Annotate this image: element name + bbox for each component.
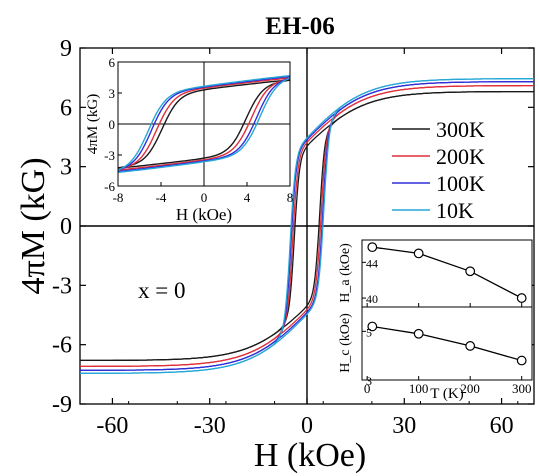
legend-label-300K: 300K (436, 117, 485, 142)
ha-point (413, 248, 424, 259)
ha-point (465, 266, 476, 277)
temp-x-tick-label: 100 (409, 381, 429, 396)
inset-temperature-plot: 0 100 200 300 40 44 3 5 T (K) H_a (kOe) H_c (kO… (338, 239, 533, 402)
inset-loop-ticks: -8 -4 0 4 8 -6 -3 0 3 6 (104, 55, 293, 205)
composition-annotation: x = 0 (138, 278, 185, 303)
main-x-tick-label: 0 (301, 413, 313, 439)
inset-curve-10K-ascending (117, 77, 291, 174)
inset-loop-curves (117, 62, 291, 186)
main-curve-100K-ascending (80, 81, 534, 371)
main-y-tick-label: 9 (60, 36, 72, 62)
inset-temp-x-label: T (K) (430, 386, 463, 402)
inset-curve-200K-descending (117, 77, 291, 170)
main-x-tick-label: -30 (194, 413, 226, 439)
inset-y-tick-label: 6 (109, 55, 116, 70)
main-y-tick-label: -9 (52, 392, 72, 418)
inset-x-tick-label: -8 (113, 190, 124, 205)
main-x-tick-label: 60 (490, 413, 514, 439)
inset-curve-200K-ascending (117, 78, 291, 171)
ha-point (367, 242, 378, 253)
inset-y-tick-label: 0 (109, 117, 116, 132)
ha-y-label: H_a (kOe) (338, 243, 353, 303)
inset-temp-bg (362, 240, 532, 380)
main-y-tick-label: 0 (60, 214, 72, 240)
main-curve-200K-ascending (80, 84, 534, 368)
main-y-tick-label: -3 (52, 273, 72, 299)
hc-point (465, 341, 476, 351)
temp-x-tick-label: 200 (460, 381, 480, 396)
main-curve-300K-ascending (80, 90, 534, 362)
inset-x-tick-label: -4 (156, 190, 167, 205)
inset-temp-ticks: 0 100 200 300 40 44 3 5 (362, 256, 531, 396)
inset-y-tick-label: -3 (104, 148, 115, 163)
hc-y-tick-label: 5 (366, 325, 372, 339)
inset-x-tick-label: 4 (244, 190, 251, 205)
main-zero-lines (80, 48, 534, 404)
inset-temp-frame (361, 239, 533, 381)
inset-x-tick-label: 0 (201, 190, 208, 205)
ha-y-tick-label: 40 (366, 292, 378, 306)
main-y-axis-label: 4πM (kG) (15, 157, 52, 294)
hc-y-tick-label: 3 (366, 374, 372, 388)
legend-label-200K: 200K (436, 144, 485, 169)
ha-series (367, 242, 527, 303)
main-curves (80, 78, 534, 374)
inset-loop-plot: -8 -4 0 4 8 -6 -3 0 3 6 H (kOe) 4πM (kG) (85, 55, 293, 224)
inset-curve-300K-ascending (117, 79, 291, 169)
temp-x-tick-label: 0 (364, 381, 371, 396)
inset-loop-x-label: H (kOe) (176, 205, 232, 224)
main-curve-10K-ascending (80, 78, 534, 374)
temp-x-tick-label: 300 (512, 381, 532, 396)
inset-curve-10K-descending (117, 74, 291, 171)
hc-y-label: H_c (kOe) (338, 313, 353, 373)
hc-point (516, 355, 527, 366)
main-x-axis-label: H (kOe) (254, 437, 366, 474)
legend-label-100K: 100K (436, 171, 485, 196)
ha-point (516, 293, 527, 303)
hc-line (372, 325, 522, 362)
main-y-tick-label: 3 (60, 155, 72, 181)
main-x-tick-label: -60 (96, 413, 128, 439)
hc-point (413, 328, 424, 339)
ha-line (372, 246, 523, 299)
hc-point (367, 321, 378, 332)
legend-label-10K: 10K (436, 198, 474, 223)
ha-y-tick-label: 44 (366, 256, 378, 270)
main-y-tick-label: -6 (52, 333, 72, 359)
inset-curve-300K-descending (117, 79, 291, 169)
inset-loop-y-label: 4πM (kG) (85, 94, 101, 154)
main-y-tick-label: 6 (60, 95, 72, 121)
inset-y-tick-label: 3 (109, 86, 116, 101)
hc-series (367, 321, 527, 366)
inset-y-tick-label: -6 (104, 179, 115, 194)
figure-title: EH-06 (265, 13, 334, 40)
main-x-tick-label: 30 (392, 413, 416, 439)
inset-x-tick-label: 8 (287, 190, 294, 205)
